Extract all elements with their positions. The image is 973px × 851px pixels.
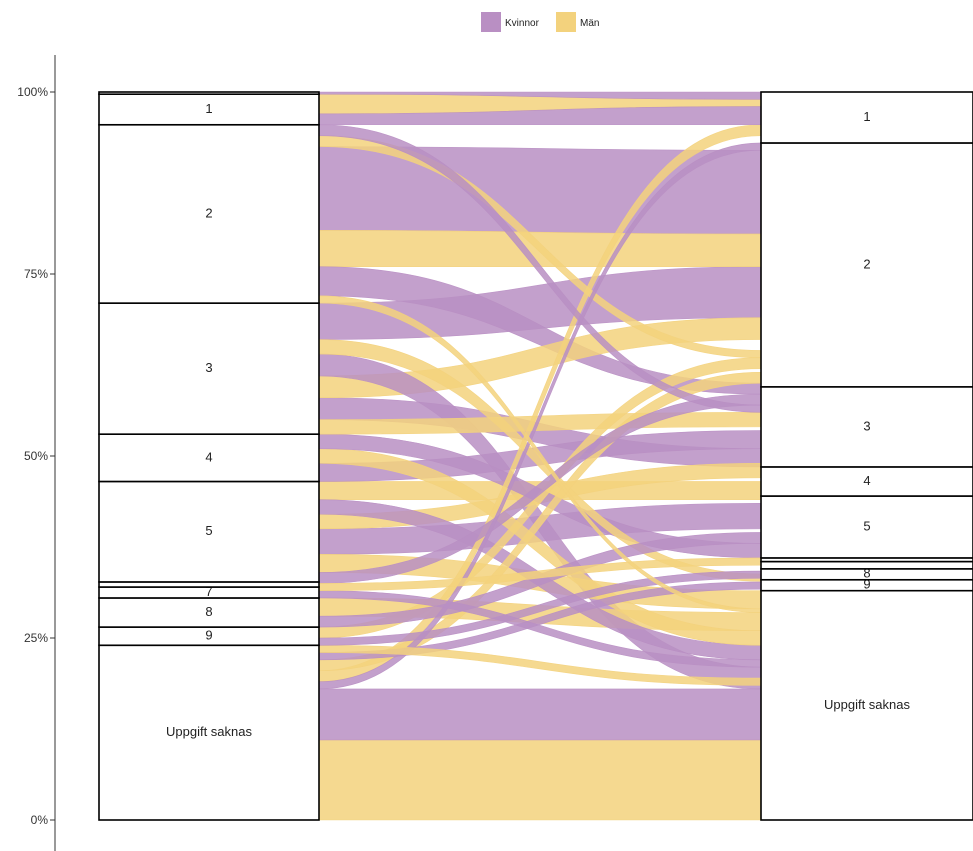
- y-tick-label-3: 75%: [24, 267, 48, 281]
- y-tick-label-1: 25%: [24, 631, 48, 645]
- axis1-stratum-label-8: 2: [205, 205, 212, 220]
- legend: Kvinnor Män: [481, 12, 599, 32]
- axis1-stratum-label-9: 1: [205, 101, 212, 116]
- axis1-stratum-8: [98, 123, 320, 304]
- axis2-stratum-3: [760, 560, 973, 570]
- axis1-stratum-9: [98, 93, 320, 126]
- axis1-stratum-6: [98, 433, 320, 483]
- axis1-stratum-label-2: 8: [205, 604, 212, 619]
- axis2-stratum-label-5: 5: [863, 518, 870, 533]
- axis2-stratum-label-7: 3: [863, 418, 870, 433]
- axis2-stratum-label-1: 9: [863, 577, 870, 592]
- axis1-stratum-0: [98, 644, 320, 821]
- legend-swatch-man: [556, 12, 576, 32]
- flow-band-1: [318, 688, 762, 741]
- flows-layer: [318, 91, 762, 821]
- axis1-stratum-label-7: 3: [205, 360, 212, 375]
- axis1-stratum-7: [98, 302, 320, 435]
- y-tick-label-4: 100%: [17, 85, 48, 99]
- axis2-stratum-8: [760, 142, 973, 388]
- legend-swatch-kvinnor: [481, 12, 501, 32]
- axis1-stratum-label-1: 9: [205, 628, 212, 643]
- axis2-stratum-0: [760, 589, 973, 821]
- axis1-stratum-label-0: Uppgift saknas: [166, 724, 252, 739]
- axis2-stratum-7: [760, 386, 973, 468]
- axis2-stratum-label-8: 2: [863, 256, 870, 271]
- axis1-stratum-label-6: 4: [205, 449, 212, 464]
- axis2-stratum-label-6: 4: [863, 473, 870, 488]
- axis1-stratum-label-3: 7: [205, 584, 212, 599]
- flow-band-31: [318, 146, 762, 235]
- axis2-stratum-label-2: 8: [863, 566, 870, 581]
- flow-band-0: [318, 739, 762, 821]
- y-tick-label-2: 50%: [24, 449, 48, 463]
- axis1-stratum-label-5: 5: [205, 523, 212, 538]
- y-ticks: 0% 25% 50% 75% 100%: [17, 85, 55, 827]
- axis2-stratum-9: [760, 91, 973, 144]
- axis1-stratum-5: [98, 480, 320, 583]
- legend-label-kvinnor: Kvinnor: [505, 18, 540, 29]
- y-tick-label-0: 0%: [31, 813, 49, 827]
- axis2-stratum-6: [760, 466, 973, 497]
- axis2-stratum-5: [760, 495, 973, 559]
- axis1-stratum-10: [98, 91, 320, 95]
- axis1-stratum-2: [98, 597, 320, 628]
- y-axis: 0% 25% 50% 75% 100%: [17, 55, 56, 851]
- axis2-stratum-label-0: Uppgift saknas: [824, 697, 910, 712]
- axis2-stratum-label-9: 1: [863, 109, 870, 124]
- legend-label-man: Män: [580, 18, 599, 29]
